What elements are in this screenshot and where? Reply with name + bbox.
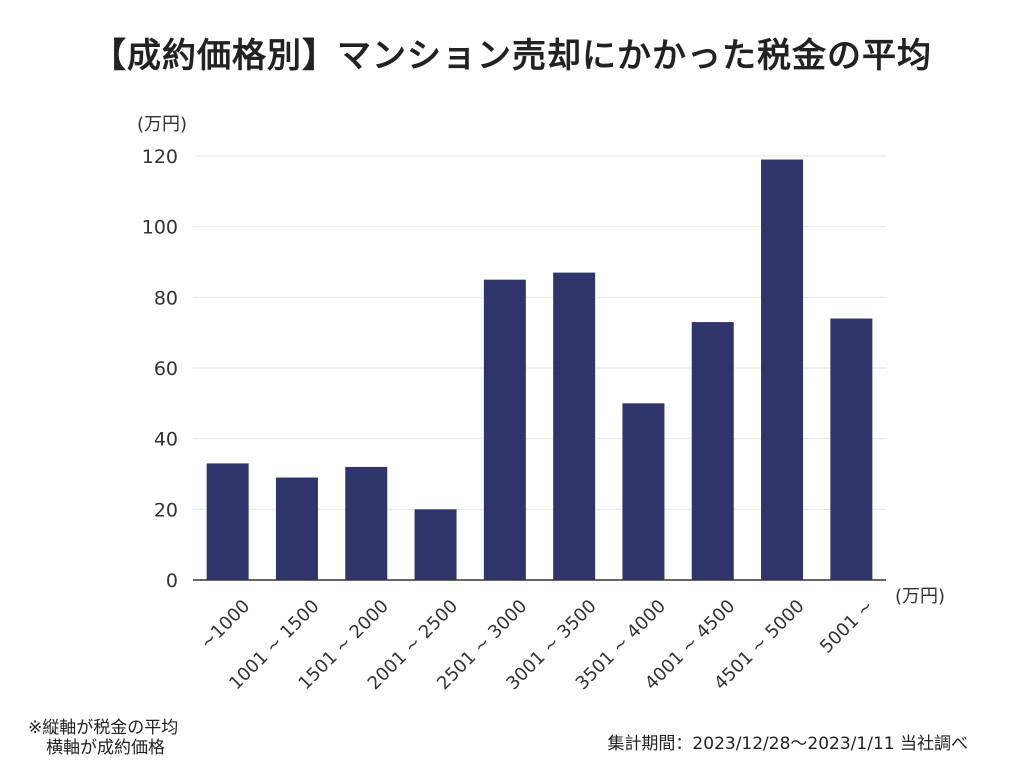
y-tick-label: 120 <box>142 146 178 168</box>
bar <box>206 463 249 580</box>
y-tick-label: 20 <box>154 499 178 521</box>
bar <box>830 318 873 580</box>
bar <box>622 403 665 580</box>
y-tick-label: 0 <box>166 570 178 592</box>
bar <box>414 509 457 580</box>
bar <box>691 322 734 580</box>
axis-note: ※縦軸が税金の平均 横軸が成約価格 <box>28 718 178 758</box>
bar <box>761 159 804 581</box>
y-tick-label: 60 <box>154 358 178 380</box>
bar <box>345 466 388 580</box>
period-note: 集計期間：2023/12/28～2023/1/11 当社調べ <box>607 734 968 754</box>
bar <box>275 477 318 580</box>
chart-title: 【成約価格別】マンション売却にかかった税金の平均 <box>92 36 932 76</box>
y-tick-label: 100 <box>142 217 178 239</box>
bar <box>483 279 526 580</box>
x-tick-label: 5001 ~ <box>816 596 878 658</box>
y-axis-unit-label: (万円) <box>137 114 188 135</box>
axis-note-vertical: ※縦軸が税金の平均 <box>28 718 179 738</box>
bar <box>553 272 596 580</box>
bars <box>206 159 873 581</box>
x-tick-label: ~1000 <box>196 596 254 654</box>
axis-note-horizontal: 横軸が成約価格 <box>46 738 165 758</box>
x-axis-unit-label: (万円) <box>895 586 946 607</box>
y-axis-ticks: 0 20 40 60 80 100 120 <box>142 146 178 592</box>
y-tick-label: 80 <box>154 287 178 309</box>
y-tick-label: 40 <box>154 429 178 451</box>
